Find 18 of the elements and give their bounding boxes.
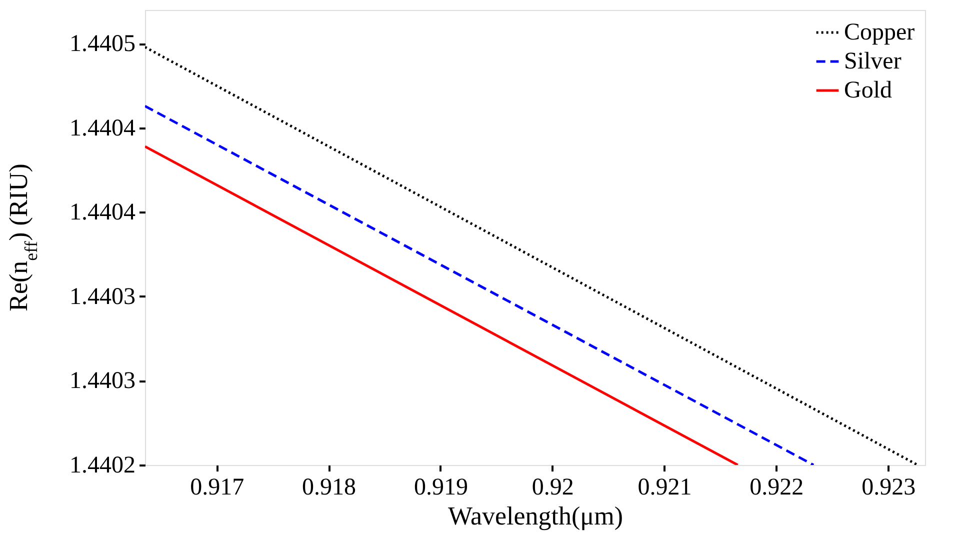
y-tick-label: 1.4402 [70,452,136,478]
x-tick-label: 0.92 [532,474,574,500]
y-axis-title: Re(neff) (RIU) [4,164,41,312]
x-tick-label: 0.917 [190,474,244,500]
y-tick-label: 1.4405 [70,31,136,58]
x-axis-title: Wavelength(μm) [448,502,624,530]
x-tick-label: 0.923 [862,474,916,500]
y-tick-label: 1.4404 [70,200,136,226]
x-tick-label: 0.919 [414,474,468,500]
y-tick-label: 1.4403 [70,368,136,394]
legend-label: Silver [844,48,902,74]
y-tick-label: 1.4404 [70,115,136,142]
y-tick-label: 1.4403 [70,284,136,310]
x-tick-label: 0.922 [750,474,804,500]
x-tick-label: 0.918 [302,474,356,500]
x-tick-label: 0.921 [638,474,692,500]
legend-label: Gold [844,78,892,104]
legend-label: Copper [844,20,915,46]
